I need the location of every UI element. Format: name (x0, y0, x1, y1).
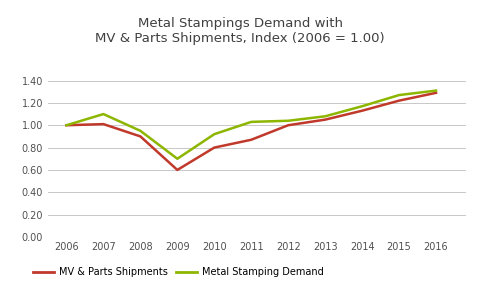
Legend: MV & Parts Shipments, Metal Stamping Demand: MV & Parts Shipments, Metal Stamping Dem… (29, 264, 327, 281)
Text: Metal Stampings Demand with
MV & Parts Shipments, Index (2006 = 1.00): Metal Stampings Demand with MV & Parts S… (95, 17, 385, 45)
Text: Freedonia: Freedonia (380, 261, 450, 274)
